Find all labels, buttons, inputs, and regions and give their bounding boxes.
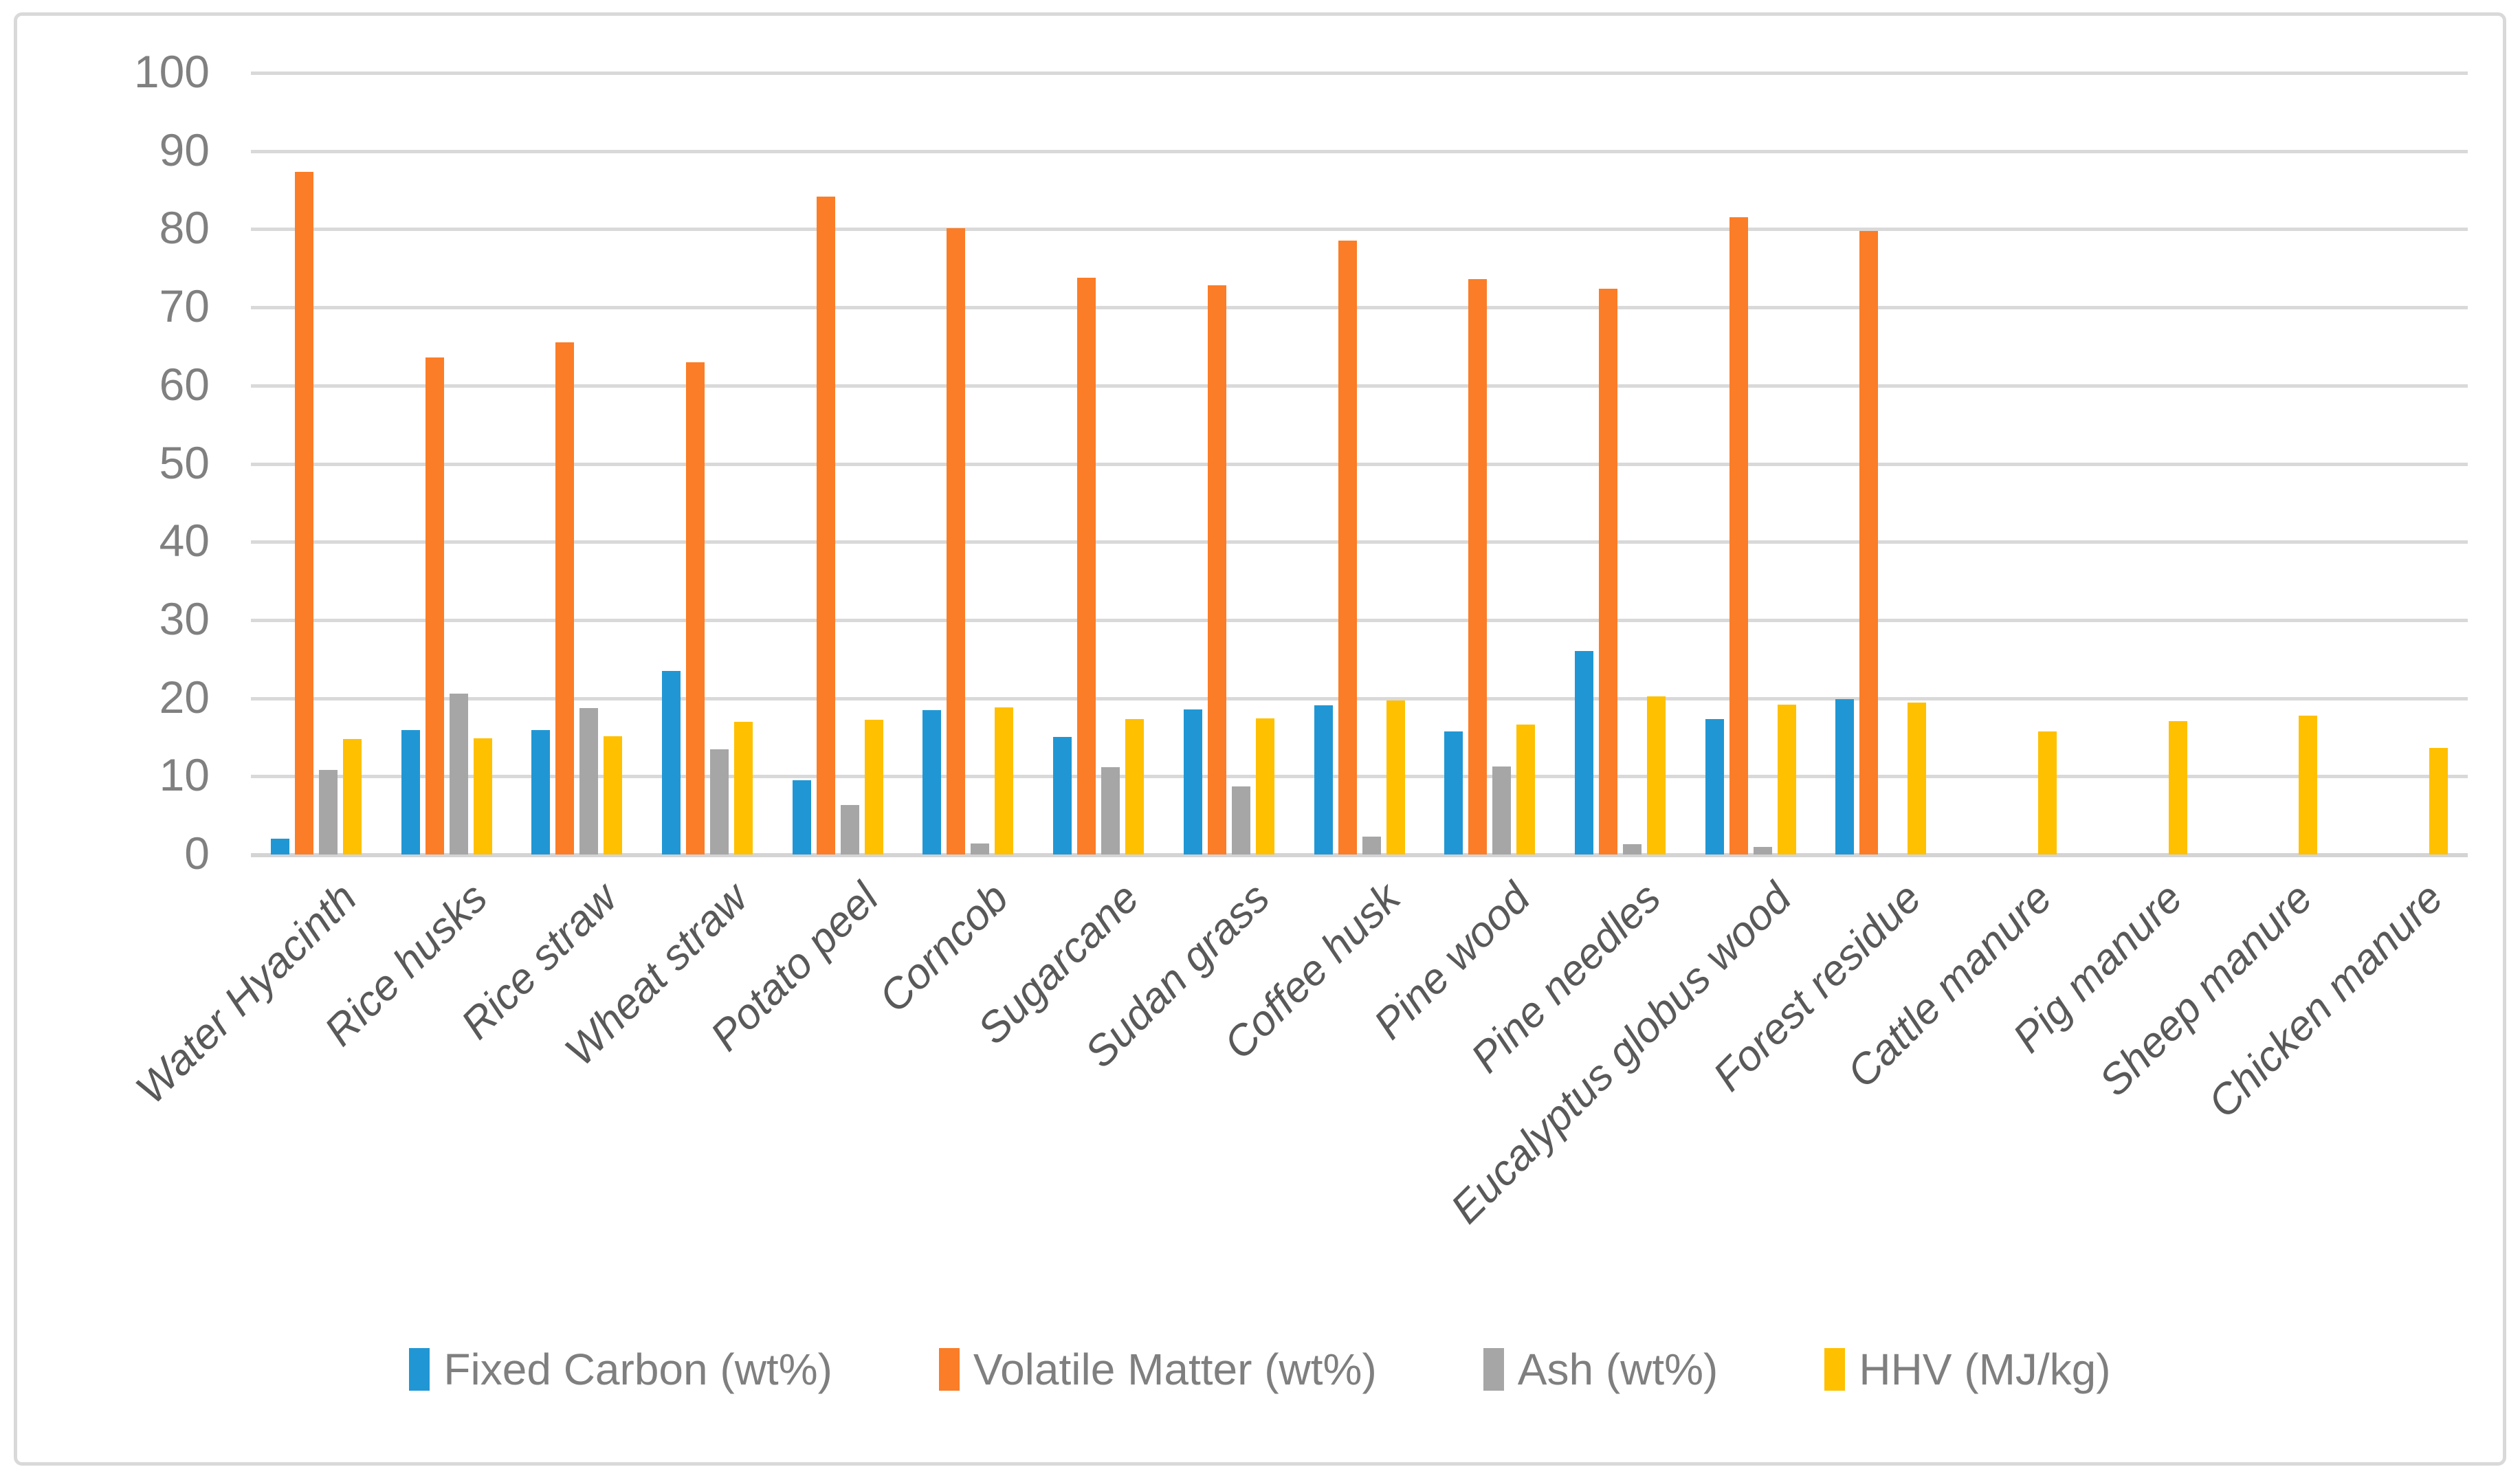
bar-volatile-matter-rice-straw — [555, 342, 574, 854]
gridline-90 — [251, 149, 2468, 153]
bar-volatile-matter-pine-wood — [1468, 279, 1487, 854]
y-tick-label-80: 80 — [159, 202, 210, 254]
bar-fixed-carbon-forest-residue — [1835, 698, 1854, 854]
bar-volatile-matter-potato-peel — [817, 196, 835, 854]
bar-fixed-carbon-wheat-straw — [662, 670, 681, 854]
bar-ash-sudan-grass — [1232, 786, 1250, 854]
bar-hhv-forest-residue — [1908, 703, 1926, 854]
legend-label: Volatile Matter (wt%) — [973, 1345, 1377, 1394]
gridline-30 — [251, 618, 2468, 622]
bar-fixed-carbon-rice-straw — [531, 730, 550, 854]
bar-fixed-carbon-corncob — [922, 709, 941, 854]
bar-volatile-matter-corncob — [947, 228, 965, 854]
gridline-80 — [251, 228, 2468, 232]
x-axis-line — [251, 853, 2468, 857]
legend-marker-icon — [1824, 1348, 1846, 1391]
bar-hhv-coffee-husk — [1386, 701, 1405, 854]
bar-hhv-sheep-manure — [2299, 715, 2317, 854]
bar-hhv-pig-manure — [2169, 720, 2187, 854]
gridline-100 — [251, 71, 2468, 75]
bar-ash-pine-needles — [1623, 844, 1642, 854]
bar-ash-sugarcane — [1101, 766, 1120, 854]
bar-ash-pine-wood — [1492, 766, 1511, 854]
bar-hhv-cattle-manure — [2038, 731, 2057, 854]
bar-hhv-sudan-grass — [1256, 718, 1274, 854]
legend-marker-icon — [1483, 1348, 1504, 1391]
y-tick-label-70: 70 — [159, 280, 210, 332]
bar-volatile-matter-wheat-straw — [686, 362, 705, 854]
y-tick-label-50: 50 — [159, 437, 210, 488]
y-tick-label-0: 0 — [184, 828, 210, 879]
bar-fixed-carbon-rice-husks — [401, 730, 420, 854]
bar-ash-water-hyacinth — [319, 770, 338, 854]
bar-hhv-water-hyacinth — [343, 738, 362, 854]
bar-volatile-matter-sudan-grass — [1208, 285, 1226, 854]
bar-hhv-wheat-straw — [734, 721, 753, 854]
bar-volatile-matter-coffee-husk — [1338, 241, 1357, 854]
bar-volatile-matter-eucalyptus-globus-wood — [1729, 217, 1748, 854]
bar-fixed-carbon-coffee-husk — [1314, 705, 1333, 854]
bar-ash-wheat-straw — [710, 749, 729, 854]
bar-hhv-chicken-manure — [2429, 748, 2448, 854]
y-tick-label-90: 90 — [159, 124, 210, 175]
bar-fixed-carbon-eucalyptus-globus-wood — [1705, 719, 1724, 854]
y-tick-label-100: 100 — [133, 46, 210, 97]
chart-legend: Fixed Carbon (wt%) Volatile Matter (wt%) A… — [0, 1344, 2520, 1395]
legend-marker-icon — [938, 1348, 960, 1391]
gridline-10 — [251, 775, 2468, 779]
y-tick-label-20: 20 — [159, 671, 210, 723]
legend-label: Fixed Carbon (wt%) — [443, 1345, 832, 1394]
bar-ash-potato-peel — [841, 805, 859, 854]
y-tick-label-60: 60 — [159, 358, 210, 410]
x-axis-label-water-hyacinth: Water Hyacinth — [126, 874, 366, 1114]
bar-fixed-carbon-sudan-grass — [1184, 709, 1202, 854]
bar-volatile-matter-water-hyacinth — [295, 172, 313, 854]
bar-fixed-carbon-pine-needles — [1575, 651, 1593, 854]
gridline-60 — [251, 384, 2468, 388]
bar-ash-eucalyptus-globus-wood — [1754, 846, 1772, 854]
bar-hhv-rice-straw — [604, 736, 622, 854]
bar-hhv-eucalyptus-globus-wood — [1778, 704, 1796, 854]
legend-label: HHV (MJ/kg) — [1859, 1345, 2111, 1394]
legend-label: Ash (wt%) — [1517, 1345, 1718, 1394]
bar-fixed-carbon-water-hyacinth — [271, 839, 289, 854]
bar-hhv-sugarcane — [1125, 719, 1144, 854]
bar-hhv-pine-needles — [1647, 696, 1666, 854]
bar-hhv-potato-peel — [865, 720, 883, 854]
gridline-20 — [251, 696, 2468, 701]
bar-hhv-rice-husks — [474, 738, 492, 854]
bar-ash-rice-straw — [579, 708, 598, 854]
legend-marker-icon — [409, 1348, 430, 1391]
bar-fixed-carbon-pine-wood — [1444, 731, 1463, 854]
bar-volatile-matter-pine-needles — [1599, 288, 1617, 854]
bar-ash-coffee-husk — [1362, 836, 1381, 854]
legend-item-ash: Ash (wt%) — [1483, 1344, 1718, 1395]
gridline-70 — [251, 306, 2468, 310]
bar-hhv-pine-wood — [1516, 725, 1535, 854]
y-tick-label-30: 30 — [159, 593, 210, 644]
bar-fixed-carbon-potato-peel — [793, 780, 811, 854]
legend-item-fixed-carbon: Fixed Carbon (wt%) — [409, 1344, 832, 1395]
gridline-50 — [251, 462, 2468, 466]
bar-volatile-matter-sugarcane — [1077, 277, 1096, 854]
bar-ash-rice-husks — [450, 693, 468, 854]
y-tick-label-10: 10 — [159, 749, 210, 801]
bar-hhv-corncob — [995, 707, 1013, 854]
gridline-40 — [251, 540, 2468, 544]
bar-fixed-carbon-sugarcane — [1053, 737, 1072, 854]
bar-volatile-matter-rice-husks — [425, 357, 444, 854]
bar-volatile-matter-forest-residue — [1859, 230, 1878, 854]
y-tick-label-40: 40 — [159, 515, 210, 566]
legend-item-hhv: HHV (MJ/kg) — [1824, 1344, 2111, 1395]
bar-ash-corncob — [971, 843, 989, 854]
legend-item-volatile-matter: Volatile Matter (wt%) — [938, 1344, 1377, 1395]
